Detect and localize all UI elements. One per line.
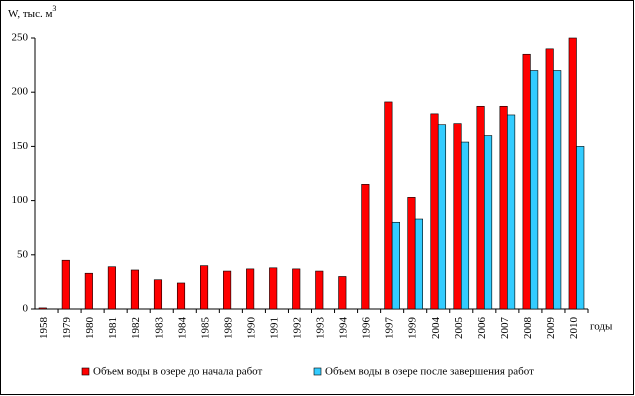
x-tick-label: 1982 — [130, 317, 142, 339]
bar — [507, 114, 516, 310]
y-axis-label-sup: 3 — [52, 4, 56, 13]
bar — [223, 270, 232, 310]
legend-swatch — [81, 367, 90, 376]
x-tick-label: 1999 — [407, 317, 419, 340]
legend-swatch — [313, 367, 322, 376]
bar — [61, 259, 70, 310]
bar — [499, 105, 508, 310]
x-tick-label: 2004 — [430, 317, 442, 340]
x-tick-label: 1989 — [222, 317, 234, 340]
y-tick-label: 0 — [23, 303, 29, 315]
bar — [553, 70, 562, 310]
bar — [107, 266, 116, 310]
x-tick-label: 1993 — [315, 317, 327, 340]
x-tick-label: 1997 — [384, 317, 396, 340]
x-tick-label: 1979 — [61, 317, 73, 340]
x-tick-label: 2010 — [568, 317, 580, 340]
y-tick-label: 250 — [12, 32, 29, 44]
bar — [568, 37, 577, 310]
bar — [384, 101, 393, 310]
bar — [476, 105, 485, 310]
x-axis-label: годы — [590, 321, 613, 333]
x-tick-label: 2007 — [499, 317, 511, 340]
bar — [338, 276, 347, 310]
x-tick-label: 2005 — [453, 317, 465, 340]
bar — [269, 267, 278, 310]
x-tick-label: 1983 — [153, 317, 165, 340]
legend-label: Объем воды в озере после завершения рабо… — [325, 366, 534, 378]
x-tick-label: 1981 — [107, 317, 119, 339]
bar — [38, 307, 47, 310]
x-tick-label: 2006 — [476, 317, 488, 340]
x-tick-label: 1991 — [268, 317, 280, 339]
bar — [407, 197, 416, 310]
y-tick-label: 100 — [12, 194, 29, 206]
x-tick-label: 1958 — [38, 317, 50, 340]
x-tick-label: 2009 — [545, 317, 557, 340]
bar — [484, 135, 493, 310]
bar — [430, 113, 439, 310]
bar — [246, 268, 255, 310]
bar — [153, 279, 163, 310]
bar — [522, 53, 531, 310]
bar — [437, 124, 447, 310]
x-tick-label: 1992 — [292, 317, 304, 339]
bar — [176, 282, 186, 310]
x-tick-label: 1984 — [176, 317, 188, 340]
bar — [414, 218, 423, 310]
x-tick-label: 1980 — [84, 317, 96, 340]
bar — [545, 48, 554, 310]
bar — [530, 70, 539, 310]
bar — [391, 221, 400, 310]
x-tick-label: 1994 — [338, 317, 350, 340]
y-axis-label: W, тыс. м3 — [8, 4, 56, 20]
bar — [84, 272, 93, 310]
bar — [315, 270, 324, 310]
bar — [576, 146, 585, 310]
bar — [130, 269, 139, 310]
bar — [292, 268, 301, 310]
y-tick-label: 200 — [12, 86, 29, 98]
y-tick-label: 50 — [17, 248, 29, 260]
x-tick-label: 1996 — [361, 317, 373, 340]
legend-label: Объем воды в озере до начала работ — [93, 366, 263, 378]
bar — [200, 265, 209, 310]
x-tick-label: 1990 — [245, 317, 257, 340]
bar — [453, 123, 462, 310]
y-tick-label: 150 — [12, 140, 29, 152]
bar — [460, 141, 470, 310]
x-tick-label: 2008 — [522, 317, 534, 340]
x-tick-label: 1985 — [199, 317, 211, 340]
y-axis-label-text: W, тыс. м — [8, 8, 52, 20]
bar — [361, 184, 370, 310]
